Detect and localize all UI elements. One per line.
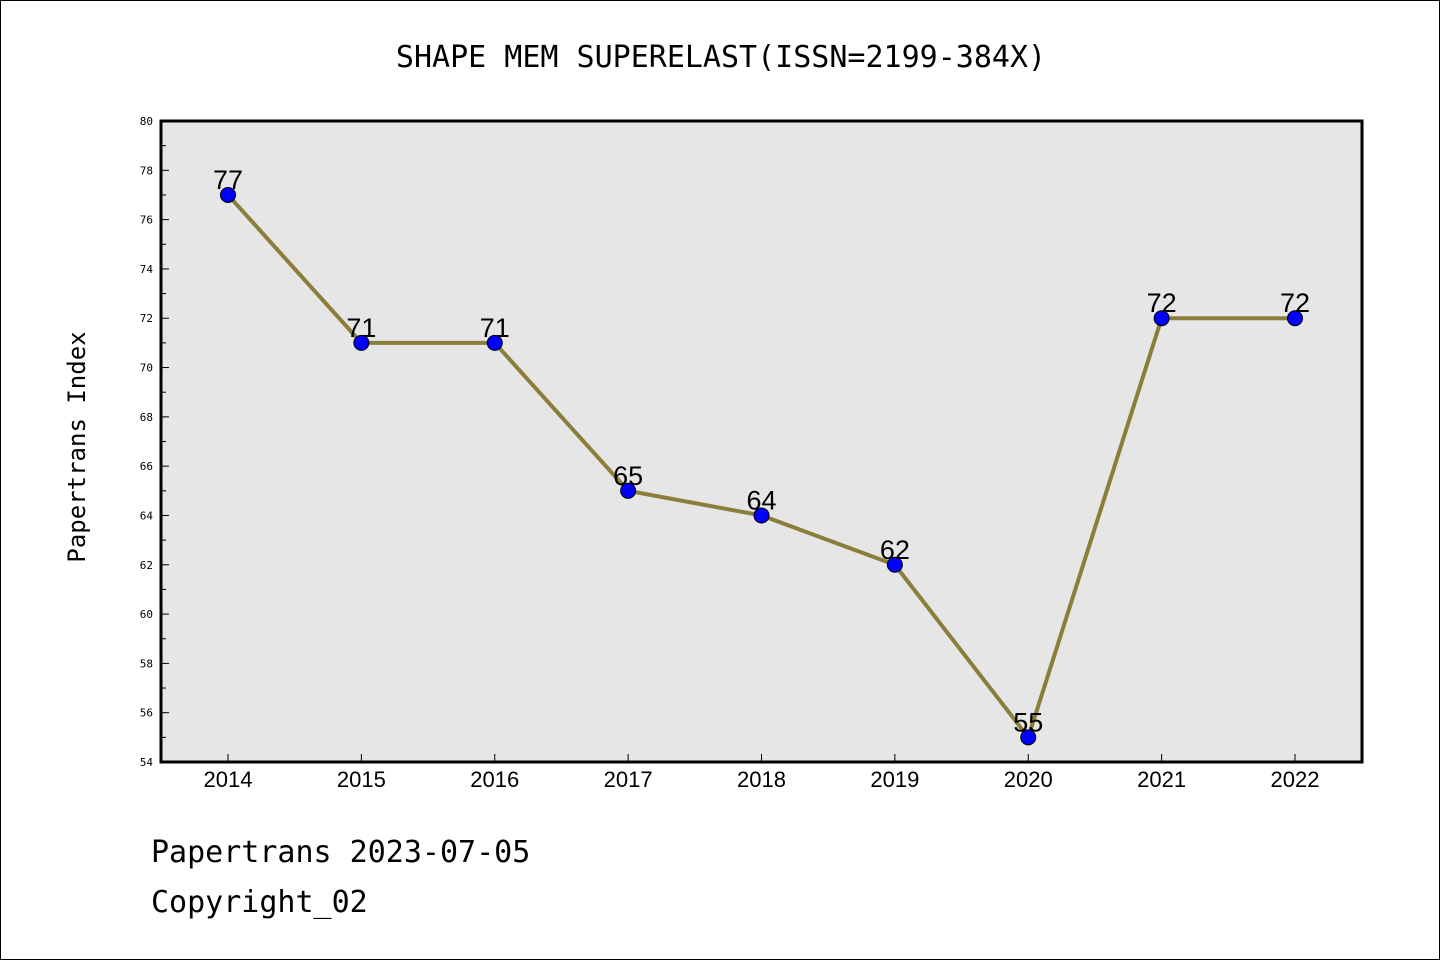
copyright-label: Copyright_02 — [151, 885, 368, 920]
y-tick-label: 54 — [140, 756, 154, 769]
data-label: 62 — [880, 535, 910, 565]
y-tick-label: 72 — [140, 312, 153, 325]
chart-title: SHAPE MEM SUPERELAST(ISSN=2199-384X) — [396, 40, 1046, 75]
data-point — [753, 507, 770, 524]
y-tick-label: 68 — [140, 411, 153, 424]
data-label: 65 — [613, 461, 643, 491]
y-tick-label: 78 — [140, 164, 153, 177]
y-tick-label: 64 — [140, 509, 154, 522]
y-tick-label: 76 — [140, 214, 153, 227]
y-tick-label: 62 — [140, 559, 153, 572]
data-label: 55 — [1013, 707, 1043, 737]
data-point — [620, 482, 637, 499]
x-tick-label: 2019 — [870, 767, 919, 792]
series-group: 77 71 71 65 64 62 55 72 72 — [213, 165, 1310, 746]
x-tick-label: 2017 — [604, 767, 653, 792]
x-tick-label: 2015 — [337, 767, 386, 792]
x-tick-label: 2014 — [204, 767, 253, 792]
data-label: 71 — [346, 313, 376, 343]
y-tick-label: 58 — [140, 657, 153, 670]
data-point — [1020, 729, 1037, 746]
y-tick-label: 74 — [140, 263, 154, 276]
data-point — [1287, 310, 1303, 327]
y-tick-label: 66 — [140, 460, 153, 473]
x-axis: 2014 2015 2016 2017 2018 2019 2020 2021 2022 — [204, 754, 1320, 792]
data-point — [486, 334, 503, 351]
y-tick-label: 70 — [140, 362, 153, 375]
data-point — [220, 186, 236, 203]
plot-border — [159, 119, 1364, 764]
x-tick-label: 2018 — [737, 767, 786, 792]
x-tick-label: 2021 — [1137, 767, 1186, 792]
plot-area — [161, 121, 1362, 762]
y-axis: 54 56 58 60 62 64 66 68 70 72 74 76 78 80 — [140, 115, 169, 769]
y-axis-label: Papertrans Index — [63, 331, 91, 562]
x-tick-label: 2022 — [1271, 767, 1320, 792]
data-point — [1153, 310, 1170, 327]
data-point — [886, 556, 903, 573]
data-label: 77 — [213, 165, 243, 195]
data-label: 72 — [1147, 288, 1177, 318]
data-label: 72 — [1280, 288, 1310, 318]
data-point — [353, 334, 370, 351]
x-tick-label: 2020 — [1004, 767, 1053, 792]
source-date-label: Papertrans 2023-07-05 — [151, 835, 531, 870]
data-label: 71 — [480, 313, 510, 343]
data-label: 64 — [746, 485, 776, 515]
y-tick-label: 56 — [140, 707, 153, 720]
x-tick-label: 2016 — [470, 767, 519, 792]
y-tick-label: 60 — [140, 608, 153, 621]
y-tick-label: 80 — [140, 115, 153, 128]
